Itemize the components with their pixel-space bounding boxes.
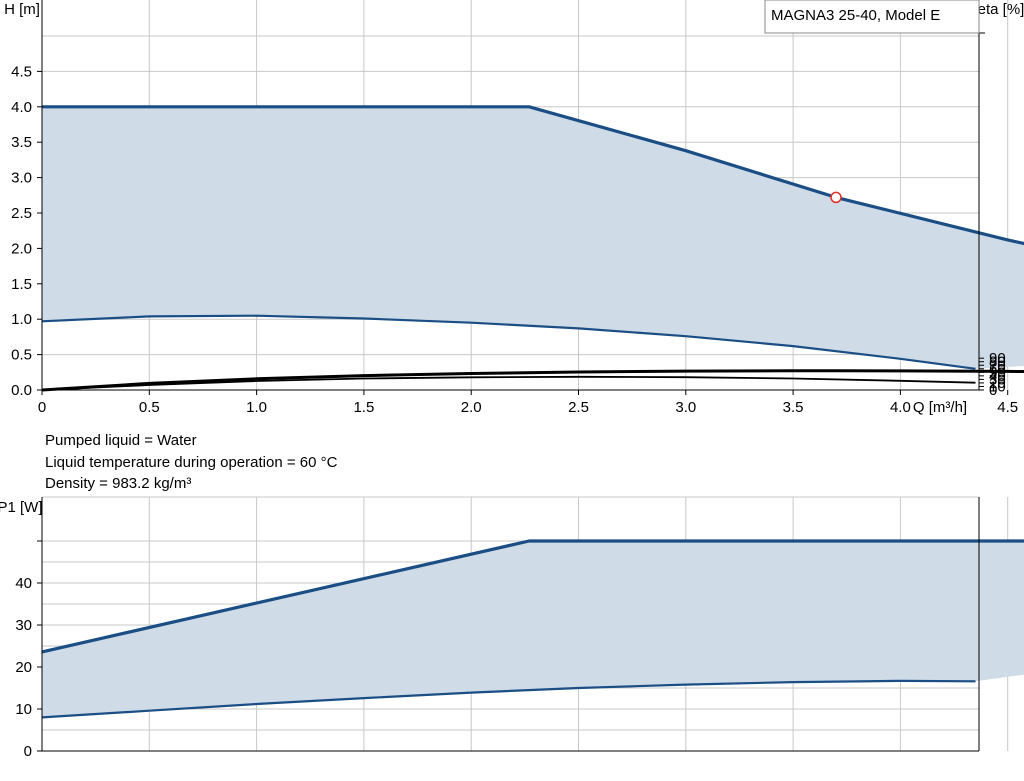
head-axis-label-h: H [m] <box>4 1 40 18</box>
efficiency-max-curve <box>41 369 1024 392</box>
efficiency-tick-label: 80 <box>989 354 1006 371</box>
power-frame <box>37 497 980 752</box>
head-min-curve <box>41 314 976 370</box>
efficiency-tick-label: 30 <box>989 371 1006 388</box>
head-y-tick-label: 0.5 <box>11 347 32 364</box>
head-operating-area-fill <box>42 106 1024 369</box>
legend-title: MAGNA3 25-40, Model E <box>771 7 940 24</box>
efficiency-tick-label: 50 <box>989 364 1006 381</box>
power-y-tick-label: 0 <box>24 743 32 760</box>
duty-point-marker <box>830 191 842 204</box>
head-y-tick-label: 4.5 <box>11 63 32 80</box>
head-operating-area <box>42 106 1024 369</box>
head-max-curve <box>42 105 1024 246</box>
head-y-tick-label: 1.0 <box>11 311 32 328</box>
x-tick-label: 4.5 <box>997 399 1018 416</box>
x-tick-label: 0.5 <box>139 399 160 416</box>
note-liquid-temperature: Liquid temperature during operation = 60… <box>45 453 338 471</box>
head-chart: 0.00.51.01.52.02.53.03.54.04.50102030405… <box>4 0 1024 416</box>
power-y-tick-label: 10 <box>15 701 32 718</box>
head-y-tick-label: 4.0 <box>11 99 32 116</box>
power-axis-label: P1 [W] <box>0 499 43 516</box>
power-max-curve <box>41 539 1024 654</box>
head-y-tick-label: 3.0 <box>11 170 32 187</box>
head-y-tick-label: 2.5 <box>11 205 32 222</box>
x-tick-label: 2.5 <box>568 399 589 416</box>
x-tick-label: 2.0 <box>461 399 482 416</box>
x-tick-label: 3.5 <box>783 399 804 416</box>
note-pumped-liquid: Pumped liquid = Water <box>45 432 197 449</box>
efficiency-min-curve <box>41 375 976 391</box>
efficiency-tick-label: 20 <box>989 375 1006 392</box>
head-frame <box>37 0 1009 395</box>
power-operating-area-fill <box>42 541 1024 718</box>
note-density: Density = 983.2 kg/m³ <box>45 475 192 492</box>
efficiency-tick-label: 0 <box>989 382 997 399</box>
x-tick-label: 1.5 <box>353 399 374 416</box>
efficiency-tick-label: 40 <box>989 368 1006 385</box>
power-chart: 0 10 20 30 40 P1 [W] <box>0 496 1024 760</box>
head-y-tick-label: 1.5 <box>11 276 32 293</box>
x-axis-label: Q [m³/h] <box>913 399 967 416</box>
efficiency-tick-label: 70 <box>989 357 1006 374</box>
efficiency-tick-label: 60 <box>989 361 1006 378</box>
head-y-tick-label: 2.0 <box>11 240 32 257</box>
x-tick-label: 0 <box>38 399 46 416</box>
power-y-tick-label: 20 <box>15 659 32 676</box>
efficiency-tick-label: 90 <box>989 350 1006 367</box>
x-tick-label: 1.0 <box>246 399 267 416</box>
liquid-notes: Pumped liquid = Water Liquid temperature… <box>45 430 337 495</box>
power-y-tick-label: 30 <box>15 617 32 634</box>
legend-box <box>764 0 980 34</box>
head-curves <box>41 105 1024 392</box>
power-curves <box>41 539 1024 719</box>
power-operating-area <box>42 541 1024 718</box>
x-tick-label: 3.0 <box>675 399 696 416</box>
x-tick-label: 4.0 <box>890 399 911 416</box>
efficiency-axis-label: eta [%] <box>978 1 1024 18</box>
power-min-curve <box>41 679 976 719</box>
power-y-tick-label: 40 <box>15 575 32 592</box>
head-y-tick-label: 0.0 <box>11 382 32 399</box>
efficiency-tick-label: 10 <box>989 378 1006 395</box>
head-tick-labels: 0.00.51.01.52.02.53.03.54.04.50102030405… <box>11 63 1018 416</box>
head-y-tick-label: 3.5 <box>11 134 32 151</box>
power-tick-labels: 0 10 20 30 40 <box>15 575 32 760</box>
